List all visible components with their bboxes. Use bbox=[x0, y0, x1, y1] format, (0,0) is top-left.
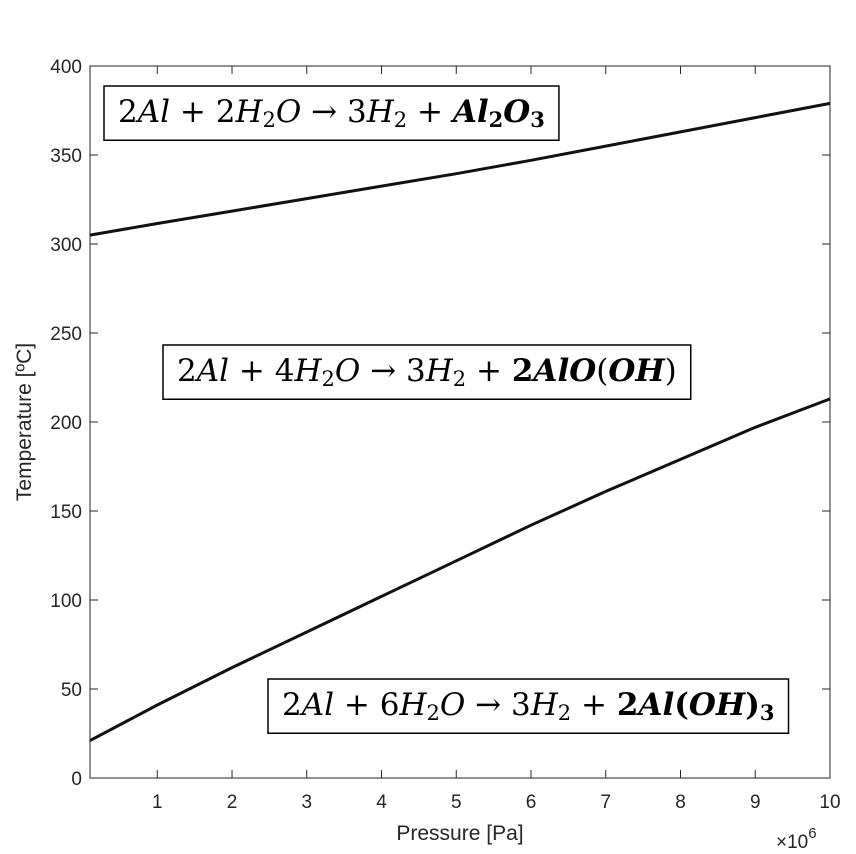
equation-part: + 2 bbox=[170, 94, 235, 130]
equation-part: H bbox=[234, 94, 263, 130]
equation-part: 2 bbox=[512, 353, 534, 389]
equation-part: + bbox=[571, 687, 617, 723]
x-axis-exponent-base: ×10 bbox=[776, 832, 808, 853]
annotation-aloh3: 2Al + 6H2O → 3H2 + 2Al(OH)3 bbox=[267, 678, 790, 734]
x-tick-label: 8 bbox=[675, 792, 686, 813]
equation-part: 2 bbox=[282, 687, 302, 723]
equation-part: → 3 bbox=[360, 353, 425, 389]
equation-part: O bbox=[335, 353, 360, 389]
y-tick-label: 300 bbox=[50, 235, 82, 256]
equation-part: H bbox=[530, 687, 559, 723]
x-tick-label: 3 bbox=[301, 792, 312, 813]
equation-part: Al bbox=[194, 353, 229, 389]
equation-part: OH bbox=[689, 687, 747, 723]
reaction-equation: 2Al + 2H2O → 3H2 + Al2O3 bbox=[118, 94, 545, 132]
equation-part: + bbox=[407, 94, 453, 130]
equation-part: 3 bbox=[530, 107, 545, 132]
equation-part: → 3 bbox=[465, 687, 530, 723]
equation-part: → 3 bbox=[301, 94, 366, 130]
equation-part: Al bbox=[635, 687, 674, 723]
y-tick-label: 250 bbox=[50, 324, 82, 345]
equation-part: Al bbox=[450, 94, 489, 130]
equation-part: 2 bbox=[558, 701, 571, 725]
x-tick-label: 9 bbox=[750, 792, 761, 813]
equation-part: ) bbox=[745, 687, 760, 723]
upper-boundary-line bbox=[89, 101, 831, 237]
y-tick-label: 350 bbox=[50, 146, 82, 167]
x-tick-label: 4 bbox=[376, 792, 387, 813]
equation-part: 2 bbox=[118, 94, 138, 130]
equation-part: OH bbox=[608, 353, 666, 389]
equation-part: ) bbox=[665, 353, 677, 389]
equation-part: 2 bbox=[177, 353, 197, 389]
annotation-box bbox=[162, 344, 692, 400]
x-axis-exponent-power: 6 bbox=[808, 825, 816, 842]
annotation-box bbox=[267, 678, 790, 734]
x-tick-label: 2 bbox=[227, 792, 238, 813]
equation-part: 2 bbox=[453, 367, 466, 391]
equation-part: ( bbox=[596, 353, 608, 389]
y-tick-label: 100 bbox=[50, 591, 82, 612]
y-tick-label: 50 bbox=[61, 680, 82, 701]
lower-boundary-line bbox=[89, 397, 831, 742]
equation-part: H bbox=[398, 687, 427, 723]
series-lines bbox=[89, 101, 831, 742]
plot-area-frame bbox=[89, 65, 831, 779]
equation-part: H bbox=[293, 353, 322, 389]
equation-part: Al bbox=[135, 94, 170, 130]
axis-ticks bbox=[90, 65, 831, 779]
equation-part: 2 bbox=[263, 108, 276, 132]
equation-part: 2 bbox=[427, 701, 440, 725]
equation-part: O bbox=[276, 94, 301, 130]
equation-part: H bbox=[425, 353, 454, 389]
equation-part: 2 bbox=[489, 107, 504, 132]
equation-part: 2 bbox=[394, 108, 407, 132]
y-tick-label: 200 bbox=[50, 413, 82, 434]
x-tick-label: 6 bbox=[526, 792, 537, 813]
x-tick-label: 1 bbox=[152, 792, 163, 813]
reaction-equation: 2Al + 4H2O → 3H2 + 2AlO(OH) bbox=[177, 353, 677, 391]
x-tick-label: 5 bbox=[451, 792, 462, 813]
annotation-aloooh: 2Al + 4H2O → 3H2 + 2AlO(OH) bbox=[162, 344, 692, 400]
equation-part: ( bbox=[674, 687, 689, 723]
equation-part: H bbox=[366, 94, 395, 130]
y-axis-label: Temperature [ºC] bbox=[13, 343, 36, 501]
equation-part: + 6 bbox=[334, 687, 399, 723]
equation-part: AlO bbox=[530, 353, 596, 389]
y-tick-label: 150 bbox=[50, 502, 82, 523]
equation-part: Al bbox=[299, 687, 334, 723]
annotation-box bbox=[103, 85, 560, 141]
equation-part: 2 bbox=[617, 687, 639, 723]
x-tick-label: 10 bbox=[819, 792, 840, 813]
equation-part: 3 bbox=[760, 700, 775, 725]
x-axis-exponent: ×106 bbox=[776, 825, 817, 853]
equation-part: O bbox=[440, 687, 465, 723]
x-tick-label: 7 bbox=[600, 792, 611, 813]
equation-part: + 4 bbox=[229, 353, 294, 389]
equation-part: 2 bbox=[322, 367, 335, 391]
y-tick-label: 0 bbox=[71, 769, 82, 790]
annotation-al2o3: 2Al + 2H2O → 3H2 + Al2O3 bbox=[103, 85, 560, 141]
equation-part: + bbox=[466, 353, 512, 389]
x-axis-label: Pressure [Pa] bbox=[396, 822, 523, 845]
y-tick-label: 400 bbox=[50, 57, 82, 78]
reaction-equation: 2Al + 6H2O → 3H2 + 2Al(OH)3 bbox=[282, 687, 775, 725]
equation-part: O bbox=[503, 94, 530, 130]
